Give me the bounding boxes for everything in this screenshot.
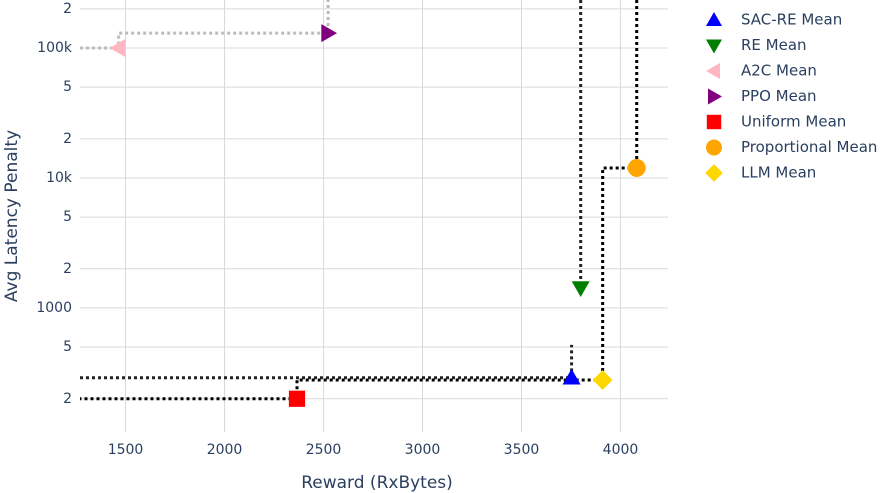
marker <box>706 139 722 156</box>
grid <box>80 0 668 432</box>
y-tick-label: 2 <box>63 1 72 17</box>
marker <box>592 370 613 390</box>
x-tick-label: 2000 <box>207 442 243 458</box>
y-tick-label: 2 <box>63 261 72 277</box>
legend-label: SAC-RE Mean <box>741 11 842 29</box>
step-line <box>80 344 574 380</box>
marker <box>321 24 338 43</box>
y-tick-label: 10k <box>46 170 73 186</box>
marker <box>288 390 306 407</box>
marker <box>571 281 590 297</box>
marker <box>627 158 646 177</box>
x-tick-label: 3500 <box>504 442 540 458</box>
marker <box>706 39 722 54</box>
legend-item: LLM Mean <box>705 164 816 182</box>
x-tick-label: 2500 <box>306 442 342 458</box>
legend-item: PPO Mean <box>708 87 817 105</box>
legend-label: PPO Mean <box>741 87 817 105</box>
x-tick-label: 4000 <box>603 442 639 458</box>
x-tick-label: 1500 <box>108 442 144 458</box>
y-tick-label: 2 <box>63 391 72 407</box>
legend-label: Uniform Mean <box>741 113 846 131</box>
y-tick-label: 5 <box>63 79 72 95</box>
y-tick-label: 5 <box>63 339 72 355</box>
step-line <box>80 0 330 50</box>
marker <box>562 368 581 385</box>
legend-label: LLM Mean <box>741 164 816 182</box>
marker <box>706 63 720 79</box>
legend-label: RE Mean <box>741 36 807 54</box>
x-tick-label: 3000 <box>405 442 441 458</box>
legend-item: SAC-RE Mean <box>706 11 842 29</box>
legend-item: A2C Mean <box>706 62 817 80</box>
marker <box>705 164 723 182</box>
legend-item: Uniform Mean <box>706 113 846 131</box>
marker <box>109 38 126 57</box>
marker <box>706 12 722 26</box>
legend-label: Proportional Mean <box>741 138 877 156</box>
y-tick-label: 5 <box>63 209 72 225</box>
y-tick-label: 1000 <box>36 300 72 316</box>
y-tick-label: 2 <box>63 131 72 147</box>
legend-label: A2C Mean <box>741 62 817 80</box>
markers <box>109 24 646 407</box>
step-lines <box>80 0 639 401</box>
y-tick-label: 100k <box>37 40 73 56</box>
marker <box>706 114 722 130</box>
legend-item: RE Mean <box>706 36 807 54</box>
legend-item: Proportional Mean <box>706 138 877 156</box>
y-axis-title: Avg Latency Penalty <box>2 130 22 302</box>
x-axis-title: Reward (RxBytes) <box>301 473 453 493</box>
marker <box>708 88 722 105</box>
step-line <box>80 0 639 401</box>
